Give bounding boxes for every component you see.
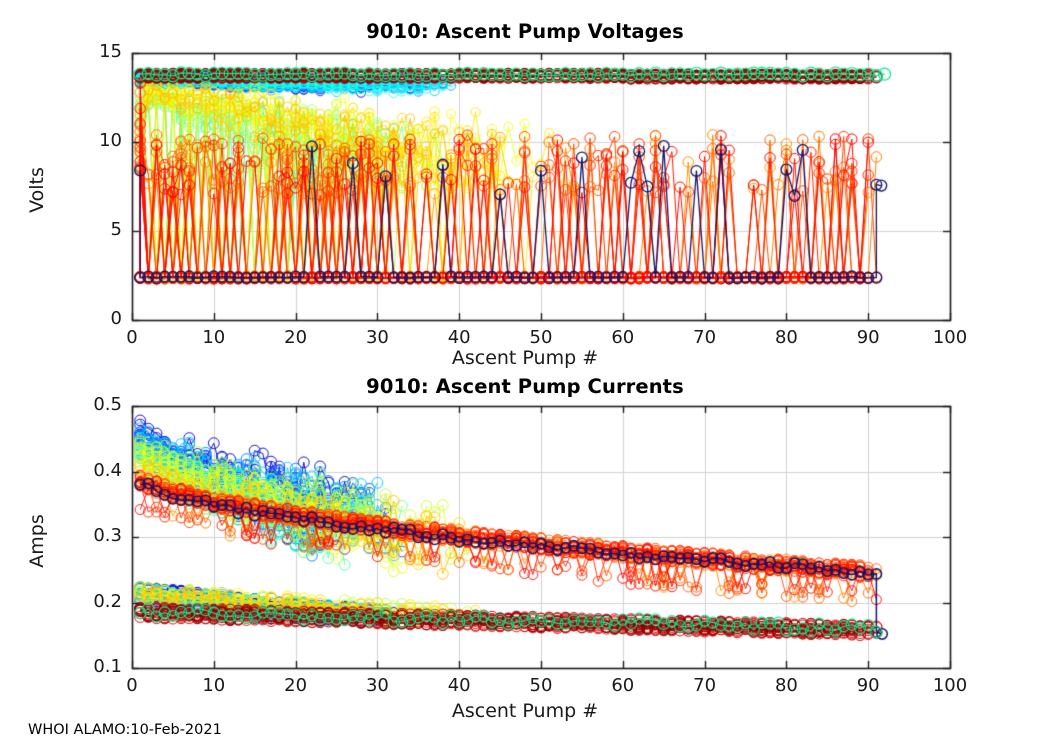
x-tick-label: 70 <box>693 675 717 696</box>
y-tick-label: 0 <box>110 308 122 329</box>
chart-title-voltages: 9010: Ascent Pump Voltages <box>366 20 684 43</box>
y-tick-label: 0.3 <box>93 525 122 546</box>
x-axis-label-voltages: Ascent Pump # <box>451 347 599 369</box>
y-axis-label-voltages: Volts <box>26 167 48 213</box>
x-tick-label: 100 <box>932 675 968 696</box>
y-tick-label: 5 <box>110 219 122 240</box>
x-tick-label: 90 <box>856 327 880 348</box>
y-tick-label: 0.1 <box>93 656 122 677</box>
x-tick-label: 80 <box>774 327 798 348</box>
x-tick-label: 40 <box>447 675 471 696</box>
x-tick-label: 30 <box>365 675 389 696</box>
x-tick-label: 40 <box>447 327 471 348</box>
x-tick-label: 30 <box>365 327 389 348</box>
x-tick-label: 80 <box>774 675 798 696</box>
x-tick-label: 100 <box>932 327 968 348</box>
y-axis-label-currents: Amps <box>26 514 48 568</box>
y-tick-label: 0.5 <box>93 394 122 415</box>
x-tick-label: 90 <box>856 675 880 696</box>
x-tick-label: 0 <box>126 327 138 348</box>
x-tick-label: 0 <box>126 675 138 696</box>
x-tick-label: 10 <box>202 675 226 696</box>
x-tick-label: 60 <box>611 675 635 696</box>
x-axis-label-currents: Ascent Pump # <box>451 700 599 722</box>
x-tick-label: 10 <box>202 327 226 348</box>
y-tick-label: 15 <box>99 41 122 62</box>
y-tick-label: 0.2 <box>93 590 122 612</box>
y-tick-label: 10 <box>99 130 122 151</box>
x-tick-label: 70 <box>693 327 717 348</box>
x-tick-label: 50 <box>529 675 553 696</box>
x-tick-label: 60 <box>611 327 635 348</box>
x-tick-label: 20 <box>284 327 308 348</box>
x-tick-label: 20 <box>284 675 308 696</box>
x-tick-label: 50 <box>529 327 553 348</box>
chart-title-currents: 9010: Ascent Pump Currents <box>366 375 684 398</box>
y-tick-label: 0.4 <box>93 459 122 481</box>
figure-footer: WHOI ALAMO:10-Feb-2021 <box>28 722 222 738</box>
